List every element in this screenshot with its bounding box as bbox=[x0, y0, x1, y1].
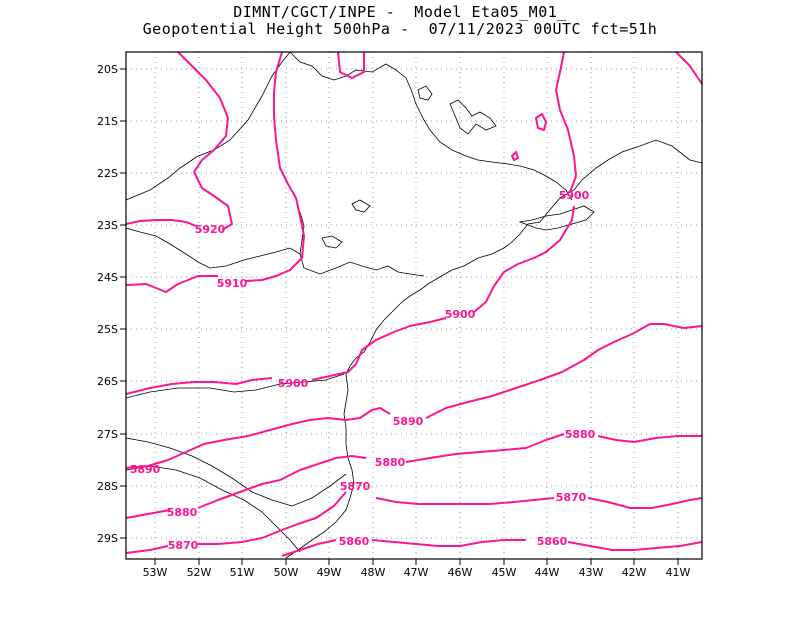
state-border-sp-pr bbox=[299, 211, 425, 277]
lat-label: 21S bbox=[97, 115, 118, 128]
contour-label-5900-west: 5900 bbox=[278, 377, 309, 390]
lon-label: 43W bbox=[579, 566, 604, 579]
longitude-labels: 53W 52W 51W 50W 49W 48W 47W 46W 45W 44W … bbox=[143, 566, 691, 579]
state-border-sc-rs bbox=[125, 437, 347, 507]
contour-label-5870-west: 5870 bbox=[168, 539, 199, 552]
lat-label: 26S bbox=[97, 375, 118, 388]
contour-labels: 5920 5910 5900 5900 5900 5890 5890 5880 … bbox=[130, 189, 596, 552]
contour-label-5880-east: 5880 bbox=[565, 428, 596, 441]
contour-5870 bbox=[125, 491, 703, 554]
state-border-pr-sc bbox=[125, 373, 345, 399]
contour-label-5910: 5910 bbox=[217, 277, 248, 290]
contour-label-5920: 5920 bbox=[195, 223, 226, 236]
contour-label-5900-mid: 5900 bbox=[445, 308, 476, 321]
lat-label: 20S bbox=[97, 63, 118, 76]
contour-5900-east bbox=[675, 51, 703, 85]
state-border-ms bbox=[125, 51, 291, 201]
latitude-labels: 20S 21S 22S 23S 24S 25S 26S 27S 28S 29S bbox=[97, 63, 118, 545]
lat-label: 22S bbox=[97, 167, 118, 180]
contour-label-5880-west: 5880 bbox=[167, 506, 198, 519]
contour-label-5890-mid: 5890 bbox=[393, 415, 424, 428]
contour-5900-islet-b bbox=[511, 151, 519, 161]
height-contours bbox=[125, 51, 703, 557]
contour-label-5880-mid: 5880 bbox=[375, 456, 406, 469]
lon-label: 49W bbox=[317, 566, 342, 579]
map-frame bbox=[125, 51, 703, 560]
rj-coast bbox=[518, 205, 595, 231]
lat-label: 24S bbox=[97, 271, 118, 284]
contour-5900-main bbox=[125, 51, 577, 395]
lon-label: 51W bbox=[230, 566, 255, 579]
title-line-2: Geopotential Height 500hPa - 07/11/2023 … bbox=[142, 20, 658, 38]
lon-label: 52W bbox=[187, 566, 212, 579]
lake bbox=[417, 85, 433, 101]
contour-5890 bbox=[125, 323, 703, 469]
contour-label-5900-east: 5900 bbox=[559, 189, 590, 202]
contour-label-5860-mid: 5860 bbox=[339, 535, 370, 548]
coastline-and-borders bbox=[125, 51, 703, 559]
lat-label: 29S bbox=[97, 532, 118, 545]
lake bbox=[351, 199, 371, 213]
lon-label: 47W bbox=[404, 566, 429, 579]
lat-label: 23S bbox=[97, 219, 118, 232]
contour-label-5870-east: 5870 bbox=[556, 491, 587, 504]
contour-label-5870-mid: 5870 bbox=[340, 480, 371, 493]
contour-5880 bbox=[125, 433, 702, 519]
contour-5920 bbox=[125, 51, 233, 231]
state-border-mg-sp bbox=[289, 51, 573, 201]
contour-5910 bbox=[125, 51, 305, 293]
contour-label-5860-east: 5860 bbox=[537, 535, 568, 548]
lake bbox=[321, 235, 343, 249]
contour-5860 bbox=[281, 539, 703, 557]
map-title: DIMNT/CGCT/INPE - Model Eta05_M01_ Geopo… bbox=[0, 4, 800, 38]
country-border bbox=[125, 227, 301, 269]
lon-label: 42W bbox=[622, 566, 647, 579]
lon-label: 46W bbox=[448, 566, 473, 579]
lon-label: 48W bbox=[361, 566, 386, 579]
lakes bbox=[321, 85, 497, 249]
title-line-1: DIMNT/CGCT/INPE - Model Eta05_M01_ bbox=[233, 3, 567, 21]
river-border bbox=[125, 465, 301, 553]
lon-label: 45W bbox=[492, 566, 517, 579]
grid-lines bbox=[126, 52, 702, 559]
lon-label: 53W bbox=[143, 566, 168, 579]
lon-label: 41W bbox=[666, 566, 691, 579]
coastline bbox=[285, 139, 703, 559]
contour-5900-north bbox=[337, 51, 365, 79]
contour-5900-islet-a bbox=[535, 113, 547, 131]
lon-label: 44W bbox=[535, 566, 560, 579]
tick-marks bbox=[120, 68, 679, 565]
lat-label: 27S bbox=[97, 428, 118, 441]
lat-label: 25S bbox=[97, 323, 118, 336]
lon-label: 50W bbox=[274, 566, 299, 579]
lake bbox=[449, 99, 497, 135]
lat-label: 28S bbox=[97, 480, 118, 493]
contour-label-5890-west: 5890 bbox=[130, 463, 161, 476]
